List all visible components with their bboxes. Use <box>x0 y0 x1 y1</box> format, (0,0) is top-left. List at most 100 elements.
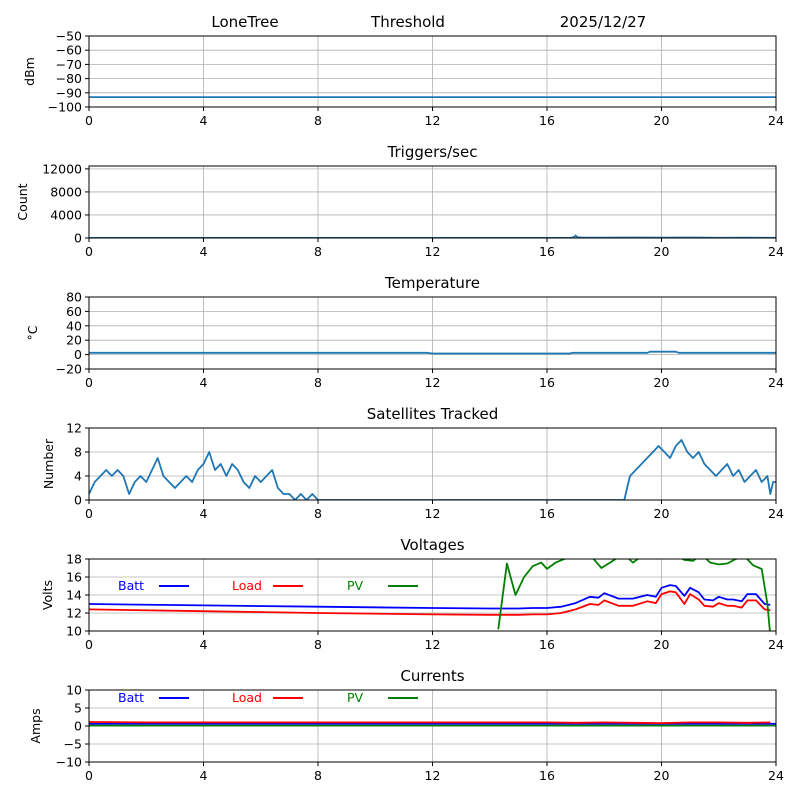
x-tick-label: 20 <box>654 113 670 128</box>
y-tick-label: 12 <box>66 421 82 436</box>
panel-title: Currents <box>400 667 464 685</box>
legend-label-pv: PV <box>347 578 364 593</box>
y-tick-label: 0 <box>74 493 82 508</box>
panel-title: Satellites Tracked <box>367 405 498 423</box>
plot-frame <box>88 689 777 763</box>
x-tick-label: 12 <box>425 768 441 783</box>
x-tick-label: 4 <box>200 244 208 259</box>
y-axis-label: dBm <box>22 57 37 86</box>
panel-title: Triggers/sec <box>387 143 478 161</box>
y-tick-label: 4000 <box>50 207 82 222</box>
x-tick-label: 4 <box>200 768 208 783</box>
x-tick-label: 4 <box>200 375 208 390</box>
panel-title: Temperature <box>384 274 480 292</box>
y-tick-label: 20 <box>66 333 82 348</box>
y-tick-label: −70 <box>56 57 82 72</box>
x-tick-label: 16 <box>539 375 555 390</box>
x-tick-label: 0 <box>85 637 93 652</box>
plot-frame <box>88 35 777 108</box>
x-tick-label: 20 <box>654 244 670 259</box>
y-tick-label: 5 <box>74 701 82 716</box>
plot-frame <box>88 165 777 239</box>
plot-frame <box>88 296 777 370</box>
legend-label-pv: PV <box>347 690 364 705</box>
y-tick-label: 60 <box>66 304 82 319</box>
y-tick-label: −100 <box>48 100 82 115</box>
y-axis-label: °C <box>25 325 40 340</box>
y-tick-label: 12000 <box>42 161 82 176</box>
y-axis-label: Number <box>41 438 56 489</box>
x-tick-label: 4 <box>200 506 208 521</box>
x-tick-label: 16 <box>539 637 555 652</box>
x-tick-label: 12 <box>425 375 441 390</box>
x-tick-label: 16 <box>539 506 555 521</box>
legend-label-load: Load <box>232 690 262 705</box>
x-tick-label: 20 <box>654 375 670 390</box>
y-tick-label: 40 <box>66 318 82 333</box>
plot-frame <box>88 558 777 632</box>
x-tick-label: 8 <box>314 768 322 783</box>
y-tick-label: 0 <box>74 719 82 734</box>
x-tick-label: 16 <box>539 768 555 783</box>
x-tick-label: 24 <box>768 637 784 652</box>
panel-6: 0 4 8 12 16 20 24 −10 −5 0 5 10 Batt Load PV Currents Am… <box>28 667 784 783</box>
y-tick-label: 12 <box>66 606 82 621</box>
x-tick-label: 16 <box>539 244 555 259</box>
x-tick-label: 0 <box>85 244 93 259</box>
y-axis-label: Volts <box>40 580 55 610</box>
x-tick-label: 4 <box>200 637 208 652</box>
x-tick-label: 20 <box>654 768 670 783</box>
series-line-batt <box>89 584 771 610</box>
x-tick-label: 0 <box>85 113 93 128</box>
y-tick-label: 8 <box>74 445 82 460</box>
y-tick-label: −80 <box>56 71 82 86</box>
x-tick-label: 12 <box>425 637 441 652</box>
panel-1: 0 4 8 12 16 20 24 −100−90−80−70−60−50 dBm <box>22 29 784 129</box>
y-tick-label: 0 <box>74 347 82 362</box>
y-tick-label: 14 <box>66 588 82 603</box>
x-tick-label: 16 <box>539 113 555 128</box>
panel-5: 0 4 8 12 16 20 24 10 12 14 16 18 Batt Load PV Voltages V… <box>40 536 784 652</box>
x-tick-label: 24 <box>768 113 784 128</box>
y-tick-label: −20 <box>56 362 82 377</box>
legend-label-batt: Batt <box>118 578 144 593</box>
y-tick-label: 16 <box>66 570 82 585</box>
x-tick-label: 24 <box>768 506 784 521</box>
y-tick-label: 8000 <box>50 184 82 199</box>
series-line-pv <box>497 559 771 631</box>
x-tick-label: 0 <box>85 506 93 521</box>
y-tick-label: 10 <box>66 683 82 698</box>
header-site: LoneTree <box>211 13 278 31</box>
panel-4: 0 4 8 12 16 20 24 0 4 8 12 Satellites Tracked Number <box>41 405 784 521</box>
y-tick-label: −60 <box>56 43 82 58</box>
series-line-satellites <box>89 439 776 500</box>
legend-label-batt: Batt <box>118 690 144 705</box>
panel-title: Voltages <box>400 536 464 554</box>
x-tick-label: 8 <box>314 375 322 390</box>
y-tick-label: 10 <box>66 624 82 639</box>
x-tick-label: 8 <box>314 637 322 652</box>
series-line-load <box>89 590 771 616</box>
header-date: 2025/12/27 <box>560 13 646 31</box>
x-tick-label: 0 <box>85 375 93 390</box>
header-mode: Threshold <box>370 13 445 31</box>
series-line-temperature <box>89 350 776 355</box>
x-tick-label: 12 <box>425 113 441 128</box>
x-tick-label: 4 <box>200 113 208 128</box>
y-axis-label: Count <box>15 183 30 220</box>
y-tick-label: −5 <box>64 737 82 752</box>
x-tick-label: 12 <box>425 506 441 521</box>
y-tick-label: −50 <box>56 29 82 44</box>
series-line-load <box>89 721 771 724</box>
y-tick-label: −90 <box>56 85 82 100</box>
y-tick-label: 80 <box>66 290 82 305</box>
y-axis-label: Amps <box>28 708 43 743</box>
legend-label-load: Load <box>232 578 262 593</box>
x-tick-label: 8 <box>314 113 322 128</box>
plot-frame <box>88 427 777 501</box>
x-tick-label: 24 <box>768 375 784 390</box>
y-tick-label: 18 <box>66 552 82 567</box>
y-tick-label: −10 <box>56 755 82 770</box>
